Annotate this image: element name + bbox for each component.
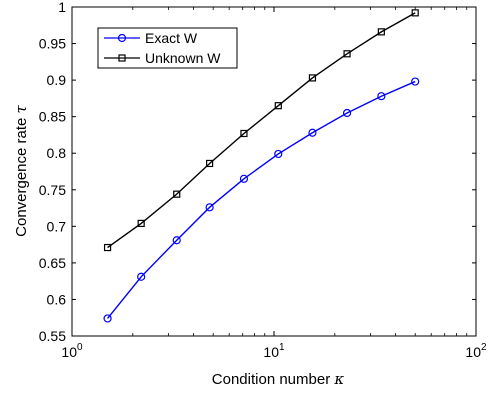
- y-axis-label-symbol: τ: [12, 104, 30, 113]
- series-layer: [103, 9, 420, 323]
- data-point-unknown-w: [411, 9, 419, 17]
- data-point-exact-w: [239, 174, 249, 183]
- data-point-exact-w: [205, 203, 214, 212]
- y-axis-label: Convergence rate τ: [12, 104, 30, 236]
- data-point-unknown-w: [343, 50, 351, 58]
- data-point-unknown-w: [103, 243, 112, 252]
- data-point-unknown-w: [137, 219, 145, 228]
- series-line-exact-w: [107, 80, 416, 319]
- legend-marker-exact-w: [117, 33, 127, 43]
- legend-label-unknown-w: Unknown W: [145, 50, 221, 66]
- legend-marker-unknown-w: [118, 54, 126, 62]
- y-tick-label: 0.95: [39, 36, 66, 52]
- x-axis-label-text: Condition number: [212, 371, 330, 388]
- tick-labels: 0.55 0.6 0.65 0.7 0.75 0.8 0.85 0.9 0.95 1 100 101 1…: [39, 0, 487, 360]
- x-axis-label: Condition number κ: [212, 370, 345, 388]
- data-point-unknown-w: [308, 74, 317, 82]
- y-tick-label: 0.6: [47, 291, 67, 307]
- legend-label-exact-w: Exact W: [145, 30, 198, 46]
- data-point-unknown-w: [173, 190, 181, 198]
- y-tick-label: 0.9: [47, 72, 67, 88]
- data-point-exact-w: [172, 236, 181, 245]
- data-point-exact-w: [274, 149, 283, 159]
- y-axis-label-text: Convergence rate: [13, 118, 30, 237]
- x-tick-label: 100: [61, 342, 83, 360]
- y-tick-label: 0.7: [47, 218, 67, 234]
- y-tick-label: 0.85: [39, 109, 66, 125]
- data-point-unknown-w: [377, 28, 385, 36]
- legend-entry-exact-w: Exact W: [104, 30, 198, 46]
- legend: Exact W Unknown W: [97, 27, 238, 69]
- series-line-unknown-w: [107, 12, 416, 249]
- data-point-exact-w: [103, 314, 112, 323]
- data-point-exact-w: [137, 272, 146, 281]
- y-tick-label: 1: [58, 0, 66, 15]
- y-tick-label: 0.8: [47, 145, 67, 161]
- x-tick-label: 101: [263, 342, 285, 360]
- data-point-unknown-w: [206, 159, 214, 168]
- x-tick-label: 102: [465, 342, 487, 360]
- y-tick-label: 0.55: [39, 328, 66, 344]
- legend-entry-unknown-w: Unknown W: [104, 50, 221, 66]
- data-point-unknown-w: [240, 129, 248, 138]
- data-point-exact-w: [411, 77, 420, 86]
- data-point-exact-w: [377, 92, 386, 101]
- data-point-exact-w: [342, 108, 352, 118]
- y-tick-label: 0.65: [39, 255, 66, 271]
- plot-frame: [71, 6, 477, 337]
- x-axis-label-symbol: κ: [333, 370, 344, 388]
- y-tick-label: 0.75: [39, 182, 66, 198]
- data-point-unknown-w: [274, 102, 282, 110]
- data-point-exact-w: [308, 128, 317, 137]
